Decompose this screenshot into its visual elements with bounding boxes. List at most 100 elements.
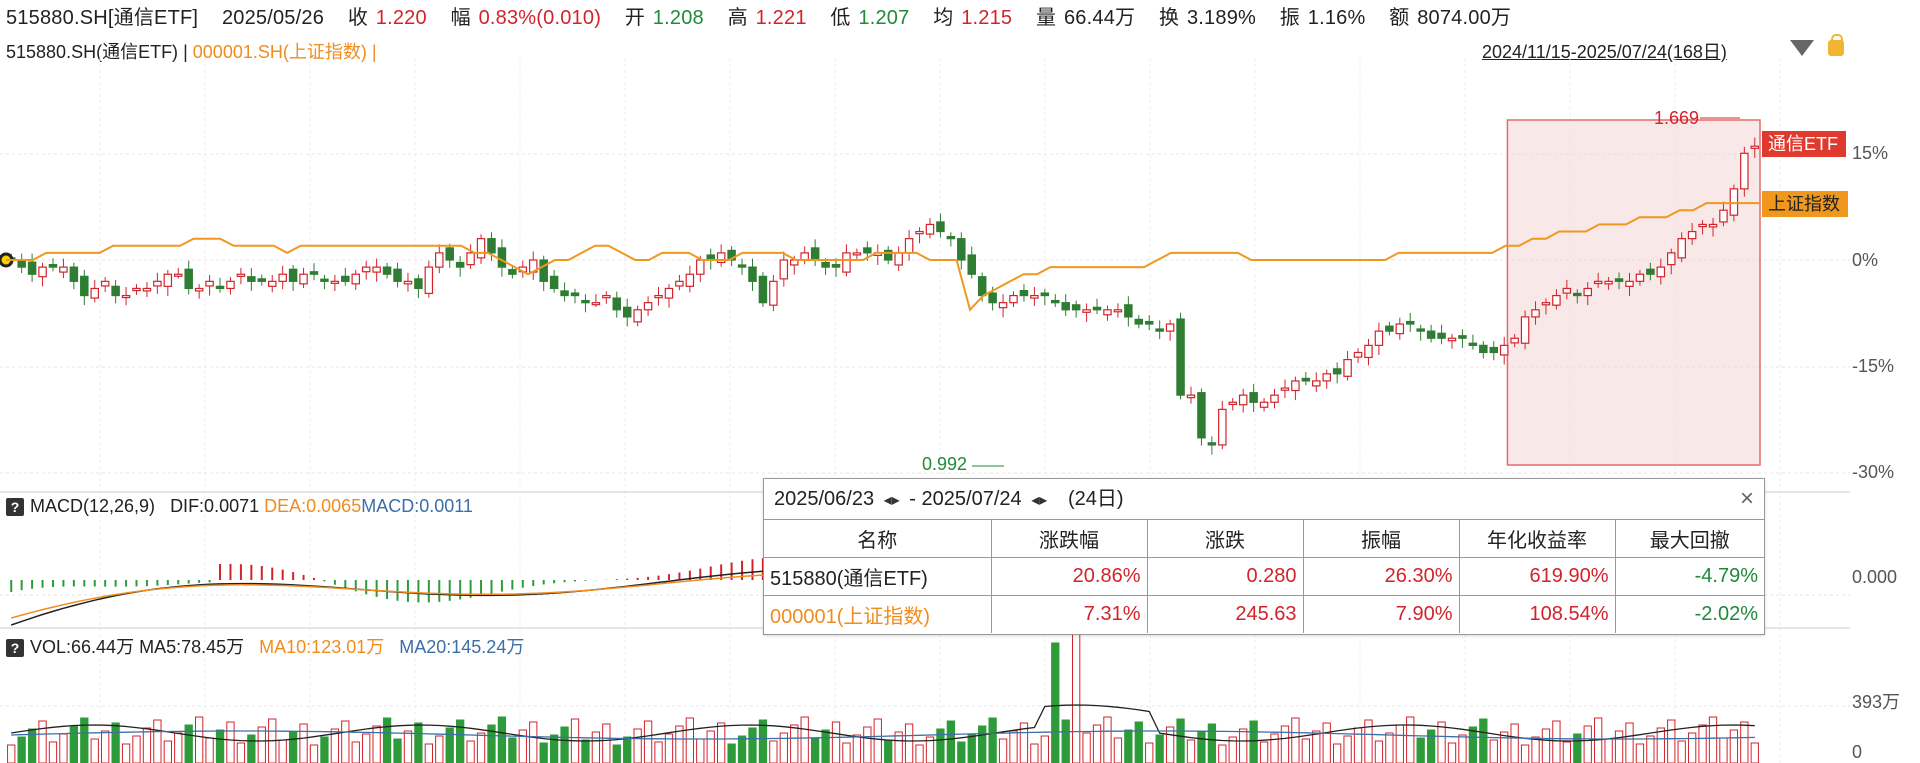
volume-bar bbox=[90, 738, 99, 763]
volume-bar bbox=[1750, 742, 1759, 763]
col-annual-return: 年化收益率 bbox=[1459, 519, 1616, 558]
volume-bar bbox=[1656, 727, 1665, 763]
volume-bar bbox=[1280, 725, 1290, 763]
volume-bar bbox=[382, 717, 392, 763]
volume-bar bbox=[1635, 743, 1645, 763]
legend-main-series[interactable]: 515880.SH(通信ETF) bbox=[6, 42, 179, 62]
candle bbox=[1238, 394, 1248, 406]
candle bbox=[1740, 152, 1749, 190]
volume-bar bbox=[1426, 729, 1436, 763]
candle bbox=[643, 302, 653, 311]
volume-bar bbox=[508, 737, 517, 763]
volume-bar bbox=[1092, 724, 1102, 763]
volume-bar bbox=[957, 741, 966, 763]
candle bbox=[194, 287, 204, 292]
candle bbox=[925, 223, 935, 235]
end-date[interactable]: 2025/07/24 bbox=[921, 488, 1022, 510]
candle bbox=[654, 294, 663, 299]
candle bbox=[1385, 325, 1394, 332]
lock-icon[interactable] bbox=[1828, 34, 1844, 56]
volume-bar bbox=[654, 741, 663, 763]
volume-bar bbox=[299, 723, 308, 763]
volume-bar bbox=[529, 721, 538, 763]
candle bbox=[1750, 145, 1760, 149]
volume-bar bbox=[998, 738, 1008, 763]
volume-bar bbox=[1447, 742, 1457, 763]
volume-bar bbox=[1541, 728, 1551, 763]
volume-bar bbox=[330, 728, 340, 763]
volume-bar bbox=[612, 744, 621, 763]
col-name: 名称 bbox=[764, 519, 992, 558]
help-icon[interactable]: ? bbox=[6, 639, 24, 658]
volume-bar bbox=[1708, 716, 1718, 763]
date-range-selector[interactable]: 2024/11/15-2025/07/24(168日) bbox=[1482, 42, 1727, 62]
volume-bar bbox=[936, 728, 945, 763]
table-row: 515880(通信ETF) 20.86% 0.280 26.30% 619.90… bbox=[764, 557, 1764, 596]
volume-bar bbox=[1040, 735, 1049, 763]
candle bbox=[1698, 223, 1707, 228]
volume-bar bbox=[1468, 726, 1478, 763]
volume-bar bbox=[1301, 738, 1310, 763]
candle bbox=[936, 221, 945, 233]
help-icon[interactable]: ? bbox=[6, 498, 24, 517]
volume-bar bbox=[1312, 730, 1321, 763]
volume-bar bbox=[1051, 642, 1060, 763]
row-name: 000001(上证指数) bbox=[764, 595, 992, 633]
candle bbox=[59, 266, 68, 273]
volume-bar bbox=[1145, 742, 1154, 763]
candle bbox=[1312, 380, 1321, 387]
candle bbox=[769, 280, 778, 306]
candle bbox=[1176, 318, 1185, 396]
dropdown-triangle-icon[interactable] bbox=[1790, 40, 1814, 56]
y-tick-0: 0% bbox=[1852, 250, 1879, 270]
end-date-stepper-icon[interactable]: ◂▸ bbox=[1031, 492, 1048, 509]
legend-compare-series[interactable]: 000001.SH(上证指数) bbox=[192, 42, 367, 62]
candle bbox=[48, 264, 58, 268]
vol-ma5: MA5:78.45万 bbox=[139, 637, 245, 657]
volume-bar bbox=[1698, 724, 1707, 763]
candle bbox=[1395, 323, 1405, 335]
candle bbox=[1593, 280, 1603, 285]
candle bbox=[1144, 320, 1154, 325]
candle bbox=[1426, 330, 1436, 339]
candle bbox=[1573, 292, 1582, 297]
candle bbox=[226, 280, 235, 290]
candle bbox=[1719, 209, 1728, 223]
candle bbox=[602, 294, 611, 299]
candle bbox=[1635, 273, 1645, 282]
candle bbox=[497, 247, 507, 268]
open-label: 开 bbox=[624, 7, 646, 29]
volume-bar bbox=[1228, 736, 1237, 763]
row-drawdown: -2.02% bbox=[1615, 595, 1764, 633]
candle bbox=[800, 252, 809, 261]
candle bbox=[1729, 188, 1739, 216]
candle bbox=[236, 273, 246, 277]
candle bbox=[633, 309, 642, 323]
start-date-stepper-icon[interactable]: ◂▸ bbox=[883, 492, 900, 509]
volume-bar bbox=[821, 729, 830, 763]
candle bbox=[351, 273, 361, 285]
candle bbox=[1646, 268, 1655, 275]
volume-bar bbox=[1646, 735, 1655, 763]
candle bbox=[288, 268, 298, 282]
start-date[interactable]: 2025/06/23 bbox=[774, 488, 875, 510]
turnover-value: 3.189% bbox=[1186, 7, 1257, 29]
candle bbox=[1259, 401, 1269, 408]
low-label: 低 bbox=[830, 7, 851, 29]
legend-sep: | bbox=[371, 42, 377, 62]
col-max-drawdown: 最大回撤 bbox=[1615, 519, 1764, 558]
candle bbox=[17, 259, 26, 268]
candles-layer bbox=[0, 137, 1760, 455]
close-icon[interactable]: × bbox=[1739, 485, 1754, 512]
security-code: 515880.SH[通信ETF] bbox=[6, 7, 199, 29]
volume-bar bbox=[1614, 730, 1624, 763]
volume-bar bbox=[978, 725, 987, 763]
volume-value: 66.44万 bbox=[1063, 7, 1136, 29]
volume-bar bbox=[1740, 721, 1749, 763]
volume-bar bbox=[1009, 730, 1018, 763]
candle bbox=[38, 266, 47, 278]
volume-bar bbox=[1687, 732, 1697, 763]
row-chg-pct: 20.86% bbox=[991, 557, 1148, 596]
volume-bar bbox=[842, 742, 851, 763]
